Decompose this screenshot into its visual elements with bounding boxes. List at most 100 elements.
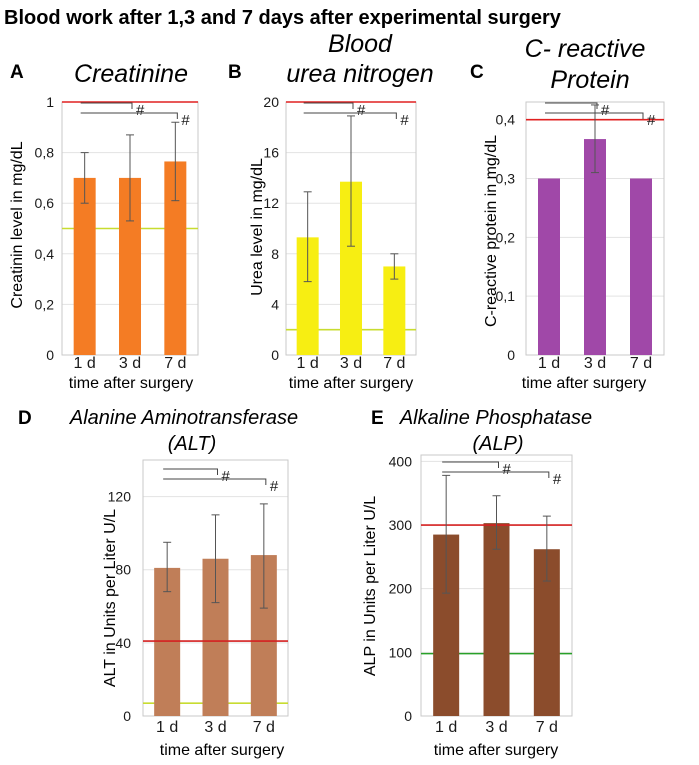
y-axis-label: C-reactive protein in mg/dL — [483, 135, 500, 327]
y-tick-label: 0,1 — [496, 288, 516, 304]
y-tick-label: 20 — [263, 94, 279, 110]
panel-title-line1: Alkaline Phosphatase — [399, 407, 592, 429]
x-category-label: 7 d — [630, 355, 652, 372]
y-tick-label: 1 — [46, 94, 54, 110]
panel-title: Creatinine — [74, 60, 188, 88]
significance-label: # — [357, 102, 366, 119]
y-tick-label: 300 — [389, 517, 413, 533]
bar-7d — [164, 161, 187, 355]
y-tick-label: 400 — [389, 453, 413, 469]
bar-3d — [584, 139, 606, 355]
y-tick-label: 100 — [389, 644, 413, 660]
panel-title-line1: Alanine Aminotransferase — [69, 407, 298, 429]
significance-label: # — [222, 468, 231, 485]
x-axis-label: time after surgery — [289, 375, 413, 392]
x-category-label: 3 d — [340, 355, 362, 372]
y-tick-label: 120 — [108, 489, 132, 505]
significance-label: # — [136, 102, 145, 119]
x-category-label: 3 d — [485, 719, 507, 736]
significance-label: # — [647, 112, 656, 129]
bar-1d — [73, 177, 96, 355]
x-category-label: 7 d — [383, 355, 405, 372]
bar-1d — [296, 237, 319, 355]
panel-blood-urea-nitrogen: B Blood urea nitrogen Urea level in mg/d… — [228, 30, 434, 392]
panel-title-line2: urea nitrogen — [286, 60, 433, 88]
x-axis-label: time after surgery — [434, 742, 558, 759]
bar-1d — [154, 567, 181, 716]
y-tick-label: 200 — [389, 581, 413, 597]
panel-letter: E — [371, 408, 384, 429]
panel-letter: A — [10, 62, 24, 83]
panel-letter: C — [470, 62, 484, 83]
y-axis-label: Creatinin level in mg/dL — [9, 141, 26, 308]
x-category-label: 3 d — [584, 355, 606, 372]
x-axis-label: time after surgery — [69, 375, 193, 392]
significance-bracket — [303, 102, 354, 109]
x-category-label: 1 d — [74, 355, 96, 372]
y-tick-label: 0 — [46, 347, 54, 363]
x-axis-label: time after surgery — [160, 742, 284, 759]
x-category-label: 3 d — [204, 719, 226, 736]
significance-label: # — [553, 471, 562, 488]
y-axis-label: ALT in Units per Liter U/L — [102, 509, 119, 687]
y-tick-label: 0,3 — [496, 170, 516, 186]
panel-title-line2: (ALT) — [168, 433, 217, 455]
significance-label: # — [400, 112, 409, 129]
significance-label: # — [270, 478, 279, 495]
y-tick-label: 0 — [123, 708, 131, 724]
x-category-label: 1 d — [435, 719, 457, 736]
y-axis-label: Urea level in mg/dL — [249, 158, 266, 296]
significance-bracket — [80, 112, 178, 119]
panel-title-line2: (ALP) — [472, 433, 523, 455]
bar-7d — [630, 178, 652, 355]
significance-label: # — [503, 461, 512, 478]
y-tick-label: 0,2 — [496, 229, 516, 245]
significance-bracket — [303, 112, 397, 119]
y-tick-label: 0 — [271, 347, 279, 363]
bar-1d — [538, 178, 560, 355]
panel-title-line2: Protein — [550, 66, 629, 94]
y-tick-label: 8 — [271, 246, 279, 262]
significance-bracket — [163, 468, 218, 475]
y-tick-label: 40 — [115, 635, 131, 651]
y-tick-label: 0 — [404, 708, 412, 724]
y-tick-label: 16 — [263, 145, 279, 161]
x-category-label: 7 d — [164, 355, 186, 372]
x-category-label: 1 d — [156, 719, 178, 736]
significance-bracket — [442, 461, 499, 468]
y-axis-label: ALP in Units per Liter U/L — [362, 496, 379, 676]
panel-alt: D Alanine Aminotransferase (ALT) ALT in … — [18, 407, 298, 759]
panel-c-reactive-protein: C C- reactive Protein C-reactive protein… — [470, 35, 665, 392]
y-tick-label: 0,4 — [35, 246, 55, 262]
y-tick-label: 80 — [115, 562, 131, 578]
panel-creatinine: A Creatinine Creatinin level in mg/dL ti… — [9, 60, 199, 392]
bar-3d — [483, 523, 510, 716]
significance-bracket — [163, 478, 267, 485]
y-tick-label: 0,4 — [496, 112, 516, 128]
x-category-label: 1 d — [297, 355, 319, 372]
panel-letter: B — [228, 62, 242, 83]
bar-3d — [119, 177, 141, 355]
y-tick-label: 0,6 — [35, 195, 55, 211]
panel-title-line1: C- reactive — [525, 35, 646, 63]
x-category-label: 1 d — [538, 355, 560, 372]
bar-7d — [383, 266, 406, 355]
figure-title: Blood work after 1,3 and 7 days after ex… — [4, 7, 562, 29]
x-axis-label: time after surgery — [522, 375, 646, 392]
panel-title-line1: Blood — [328, 30, 393, 58]
panel-letter: D — [18, 408, 32, 429]
significance-bracket — [442, 471, 550, 478]
y-tick-label: 0,2 — [35, 296, 55, 312]
significance-bracket — [80, 102, 133, 109]
y-tick-label: 12 — [263, 195, 279, 211]
significance-bracket — [545, 102, 598, 109]
y-tick-label: 0,8 — [35, 145, 55, 161]
x-category-label: 7 d — [253, 719, 275, 736]
significance-label: # — [601, 102, 610, 119]
y-tick-label: 0 — [507, 347, 515, 363]
significance-label: # — [181, 112, 190, 129]
x-category-label: 7 d — [536, 719, 558, 736]
x-category-label: 3 d — [119, 355, 141, 372]
significance-bracket — [545, 112, 644, 119]
